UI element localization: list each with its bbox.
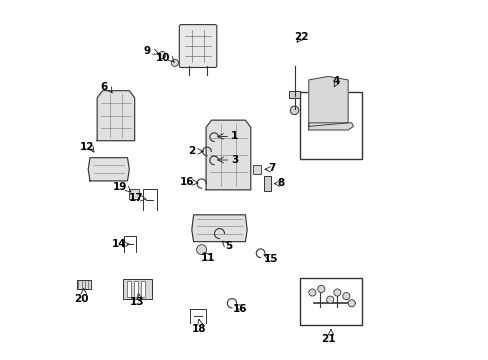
Polygon shape [191, 215, 246, 242]
Bar [123, 279, 151, 299]
Text: 20: 20 [74, 294, 89, 303]
Text: 14: 14 [111, 239, 126, 249]
Bar [264, 176, 270, 191]
Text: 18: 18 [191, 324, 205, 334]
Bar [288, 91, 299, 98]
Circle shape [159, 51, 165, 59]
Bar [128, 189, 139, 199]
Text: 6: 6 [101, 82, 108, 92]
Polygon shape [77, 280, 91, 289]
Text: 10: 10 [156, 53, 170, 63]
Text: 1: 1 [230, 131, 238, 141]
Text: 16: 16 [180, 177, 194, 187]
Circle shape [342, 293, 349, 300]
Text: 11: 11 [201, 253, 215, 263]
Polygon shape [88, 158, 129, 181]
Bar [126, 281, 131, 297]
Text: 9: 9 [143, 46, 151, 57]
Text: 21: 21 [321, 334, 335, 344]
Bar [252, 165, 261, 174]
Polygon shape [308, 123, 353, 130]
Circle shape [326, 296, 333, 303]
Text: 12: 12 [79, 142, 94, 152]
Circle shape [347, 300, 354, 307]
Text: 22: 22 [294, 32, 308, 42]
Text: 17: 17 [129, 193, 143, 203]
Text: 15: 15 [263, 254, 277, 264]
Bar [299, 278, 362, 325]
Text: 13: 13 [129, 297, 143, 307]
Text: 8: 8 [276, 177, 284, 188]
Polygon shape [308, 76, 347, 126]
Bar [134, 281, 138, 297]
Circle shape [196, 245, 206, 255]
Text: 2: 2 [187, 147, 195, 157]
Text: 19: 19 [113, 182, 127, 192]
Text: 5: 5 [224, 241, 232, 251]
FancyBboxPatch shape [179, 24, 216, 67]
Bar [141, 281, 145, 297]
Text: 4: 4 [331, 76, 339, 86]
Circle shape [171, 59, 178, 66]
Text: 16: 16 [232, 303, 247, 314]
Polygon shape [97, 91, 134, 141]
Bar [299, 93, 362, 158]
Text: 7: 7 [268, 163, 275, 173]
Circle shape [308, 289, 315, 296]
Text: 3: 3 [230, 155, 238, 165]
Circle shape [290, 106, 298, 114]
Circle shape [317, 285, 324, 293]
Circle shape [333, 289, 340, 296]
Polygon shape [205, 120, 250, 190]
